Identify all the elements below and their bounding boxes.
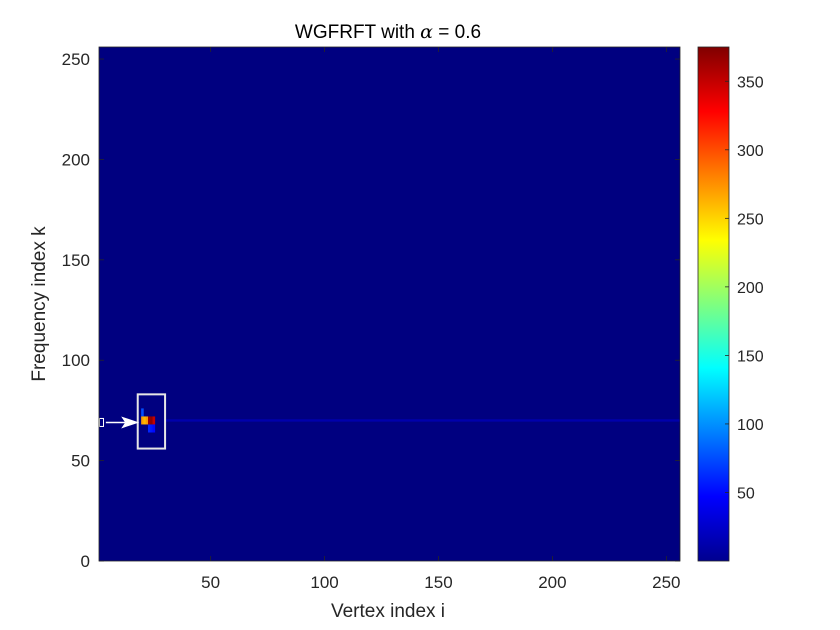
y-tick-label: 100: [62, 351, 90, 370]
heatmap-ridge: [163, 419, 680, 422]
heatmap-cell: [152, 424, 156, 433]
plot-frame: [98, 46, 681, 562]
colorbar-tick-label: 350: [737, 74, 764, 91]
y-tick-label: 200: [62, 150, 90, 169]
annotation-arrow-head: [121, 416, 140, 429]
y-axis-label: Frequency index k: [29, 226, 50, 382]
plot-area: [98, 46, 681, 562]
heatmap-cell: [143, 416, 147, 425]
x-tick-label: 150: [424, 573, 452, 592]
colorbar-tick-label: 300: [737, 143, 764, 160]
heatmap-cell: [145, 416, 149, 425]
heatmap-cell: [141, 408, 144, 417]
heatmap-cell: [147, 424, 151, 433]
y-tick-label: 150: [62, 251, 90, 270]
colorbar-tick-label: 100: [737, 417, 764, 434]
colorbar-tick-label: 250: [737, 211, 764, 228]
colorbar-ticks: 50 100 150 200 250 300 350: [725, 74, 764, 502]
x-tick-label: 100: [310, 573, 338, 592]
x-axis-label: Vertex index i: [331, 601, 445, 622]
annotation-box: [136, 393, 167, 450]
x-tick-label: 250: [652, 573, 680, 592]
heatmap-cell: [150, 416, 153, 425]
y-tick-label: 50: [71, 452, 90, 471]
chart-title: WGFRFT with α = 0.6: [295, 21, 481, 43]
heatmap-cell: [141, 416, 144, 425]
y-tick-label: 250: [62, 50, 90, 69]
heatmap-cell: [152, 416, 156, 425]
heatmap-background: [99, 47, 680, 561]
x-tick-label: 50: [201, 573, 220, 592]
y-tick-label: 0: [81, 552, 90, 571]
heatmap-cell: [150, 424, 153, 433]
heatmap-cells: [141, 408, 680, 433]
x-axis-ticks: 50 100 150 200 250: [201, 47, 681, 592]
x-tick-label: 200: [538, 573, 566, 592]
colorbar-tick-label: 150: [737, 348, 764, 365]
colorbar-gradient: [697, 46, 730, 562]
annotation-marker: [99, 417, 104, 427]
colorbar: 50 100 150 200 250 300 350: [697, 46, 764, 562]
colorbar-tick-label: 200: [737, 280, 764, 297]
heatmap-cell: [147, 416, 151, 425]
colorbar-tick-label: 50: [737, 485, 755, 502]
y-axis-ticks: 0 50 100 150 200 250: [62, 50, 680, 571]
annotation: [99, 393, 167, 450]
